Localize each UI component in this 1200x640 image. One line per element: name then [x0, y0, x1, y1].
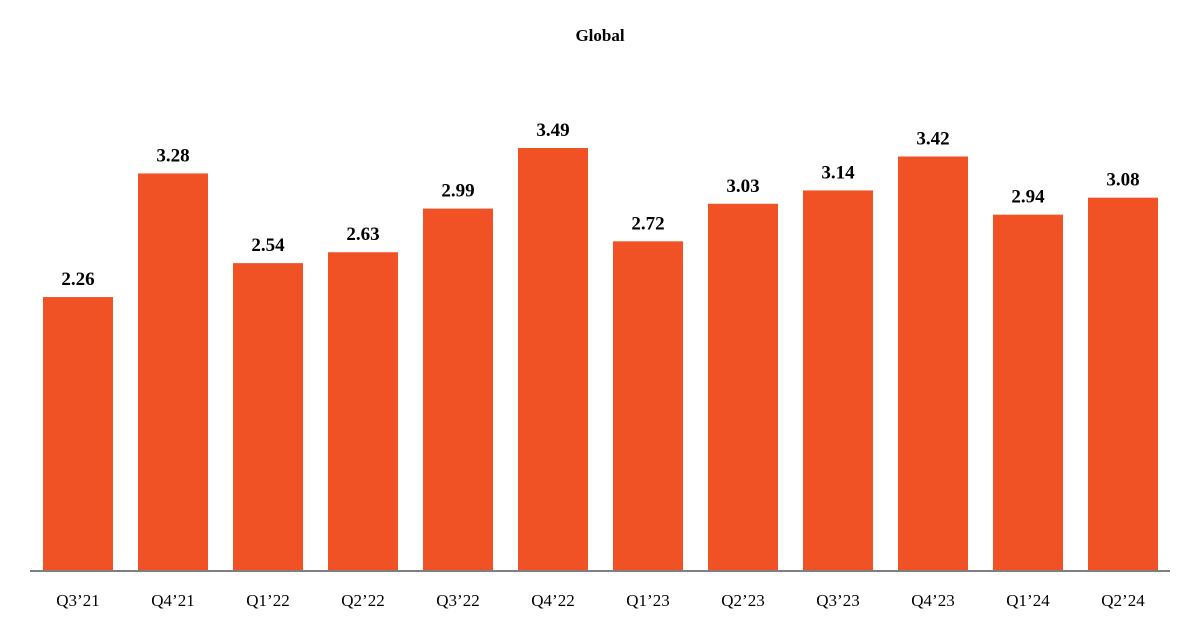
value-labels-layer: 2.26 3.28 2.54 2.63 2.99 3.49 2.72 3.03 3.14 3.42…	[61, 120, 1139, 290]
x-tick-label: Q2’23	[721, 591, 764, 610]
bar-value-label: 3.03	[726, 176, 759, 197]
x-tick-label: Q4’21	[151, 591, 194, 610]
bar-value-label: 2.94	[1011, 187, 1045, 208]
bar	[613, 241, 683, 571]
bar	[1088, 197, 1158, 571]
bar	[898, 156, 968, 571]
chart-title: Global	[575, 26, 625, 45]
x-tick-labels-layer: Q3’21 Q4’21 Q1’22 Q2’22 Q3’22 Q4’22 Q1’23 Q2’23…	[56, 591, 1145, 610]
bars-layer	[43, 148, 1158, 571]
x-tick-label: Q3’22	[436, 591, 479, 610]
bar-value-label: 2.54	[251, 235, 285, 256]
bar-value-label: 2.99	[441, 181, 474, 202]
x-tick-label: Q1’24	[1006, 591, 1050, 610]
x-tick-label: Q2’24	[1101, 591, 1145, 610]
x-tick-label: Q3’21	[56, 591, 99, 610]
x-tick-label: Q1’23	[626, 591, 669, 610]
x-tick-label: Q3’23	[816, 591, 859, 610]
bar	[423, 208, 493, 571]
x-tick-label: Q1’22	[246, 591, 289, 610]
x-tick-label: Q2’22	[341, 591, 384, 610]
bar-value-label: 2.72	[631, 213, 664, 234]
bar	[43, 297, 113, 571]
bar-value-label: 2.26	[61, 269, 94, 290]
bar	[233, 263, 303, 571]
bar	[518, 148, 588, 571]
bar	[138, 173, 208, 571]
bar	[708, 203, 778, 571]
bar	[993, 214, 1063, 571]
bar	[328, 252, 398, 571]
bar-value-label: 3.42	[916, 128, 949, 149]
bar-value-label: 3.08	[1106, 170, 1139, 191]
bar-value-label: 2.63	[346, 224, 379, 245]
bar	[803, 190, 873, 571]
bar-value-label: 3.28	[156, 145, 189, 166]
x-tick-label: Q4’22	[531, 591, 574, 610]
bar-value-label: 3.14	[821, 162, 855, 183]
bar-value-label: 3.49	[536, 120, 569, 141]
x-tick-label: Q4’23	[911, 591, 954, 610]
